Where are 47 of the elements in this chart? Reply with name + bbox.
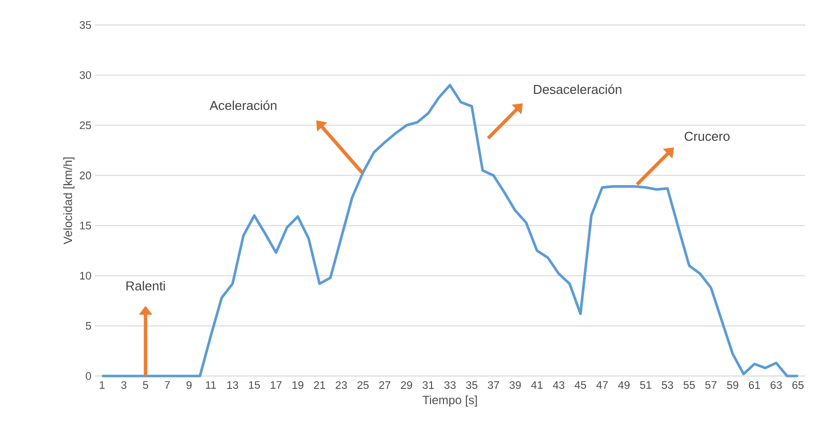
y-tick-label: 30 xyxy=(80,71,92,80)
x-tick-label: 31 xyxy=(422,381,434,389)
y-axis-title: Velocidad [km/h] xyxy=(63,158,74,244)
x-tick-label: 39 xyxy=(510,381,521,389)
y-tick-label: 35 xyxy=(80,21,92,29)
x-tick-label: 13 xyxy=(227,381,238,389)
x-tick-label: 63 xyxy=(770,381,782,389)
x-tick-label: 15 xyxy=(249,381,260,389)
y-tick-label: 15 xyxy=(80,222,92,230)
x-tick-label: 53 xyxy=(662,381,674,389)
x-tick-label: 55 xyxy=(684,381,695,389)
x-tick-label: 1 xyxy=(100,381,105,389)
x-tick-label: 17 xyxy=(270,381,282,389)
x-tick-label: 51 xyxy=(640,381,652,389)
x-tick-label: 21 xyxy=(314,381,326,389)
x-tick-label: 35 xyxy=(466,381,478,389)
x-tick-label: 5 xyxy=(142,381,148,389)
x-tick-label: 45 xyxy=(574,381,586,389)
x-tick-label: 37 xyxy=(488,381,500,389)
y-tick-label: 10 xyxy=(80,272,92,280)
x-tick-label: 33 xyxy=(444,381,456,389)
x-tick-label: 27 xyxy=(379,381,390,389)
x-tick-label: 19 xyxy=(292,381,304,389)
x-tick-label: 65 xyxy=(792,381,804,389)
x-tick-label: 29 xyxy=(400,381,412,389)
y-tick-label: 0 xyxy=(86,372,92,380)
annotation: Desaceleración xyxy=(534,84,622,94)
annotation: Crucero xyxy=(684,132,730,141)
y-tick-label: 5 xyxy=(86,322,92,330)
x-tick-label: 57 xyxy=(705,381,717,389)
x-tick-label: 25 xyxy=(357,381,369,389)
y-tick-label: 25 xyxy=(80,121,92,130)
x-tick-label: 7 xyxy=(164,381,170,389)
x-tick-label: 43 xyxy=(552,381,564,389)
x-tick-label: 23 xyxy=(336,381,347,389)
x-tick-label: 59 xyxy=(727,381,738,389)
x-tick-label: 47 xyxy=(596,381,608,389)
x-tick-label: 49 xyxy=(618,381,630,389)
annotation: Aceleración xyxy=(210,100,276,110)
x-tick-label: 3 xyxy=(121,381,126,389)
y-tick-label: 20 xyxy=(80,172,92,180)
x-tick-label: 61 xyxy=(748,381,760,389)
x-tick-label: 9 xyxy=(186,381,192,389)
x-axis-title: Tiempo [s] xyxy=(422,395,477,407)
x-tick-label: 11 xyxy=(206,381,216,389)
annotation: Ralenti xyxy=(126,280,165,290)
x-tick-label: 41 xyxy=(531,381,543,389)
